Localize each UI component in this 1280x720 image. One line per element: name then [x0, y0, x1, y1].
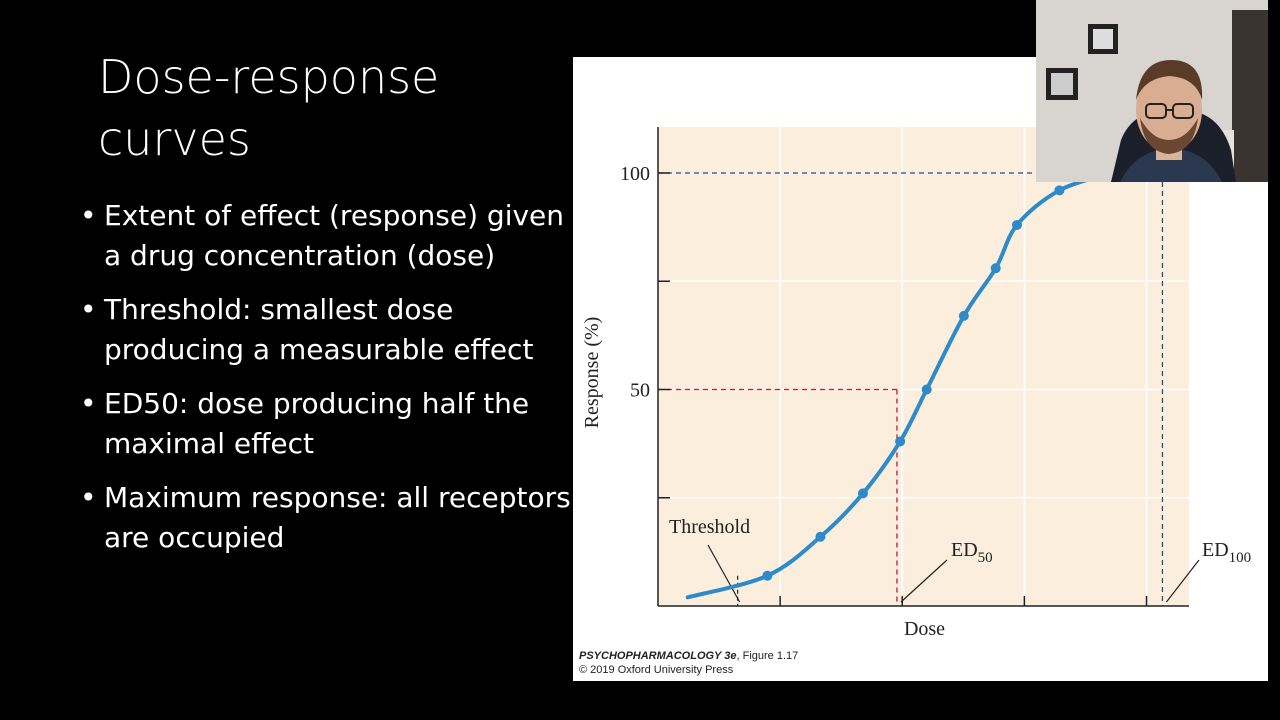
bullet-item: • ED50: dose producing half the maximal e…: [78, 384, 578, 464]
grid: [658, 127, 1189, 606]
bullet-text: ED50: dose producing half the maximal ef…: [104, 387, 530, 460]
shirt: [1120, 148, 1222, 182]
threshold-pointer: [707, 544, 741, 603]
credit-figure: , Figure 1.17: [736, 650, 799, 662]
data-point: [1054, 185, 1065, 196]
data-point: [815, 531, 826, 542]
hair: [1136, 60, 1203, 100]
bullet-dot-icon: •: [80, 387, 97, 420]
y-tick-label: 50: [630, 380, 650, 402]
poster: [1232, 10, 1268, 182]
data-point: [895, 436, 906, 447]
dose-response-chart: Response (%) Dose 100 50 Threshold ED50 …: [581, 127, 1251, 640]
bullet-text: Maximum response: all receptors are occu…: [104, 481, 571, 554]
ed50-sub: 50: [978, 550, 993, 566]
data-point: [958, 310, 969, 321]
webcam-feed: [1036, 0, 1268, 182]
data-point: [921, 384, 932, 395]
bullet-text: Extent of effect (response) given a drug…: [104, 199, 565, 272]
data-point: [990, 263, 1001, 274]
ed100-label: ED100: [1202, 539, 1251, 566]
data-point: [857, 488, 868, 499]
ed100-pointer: [1165, 559, 1200, 603]
bullet-dot-icon: •: [80, 293, 97, 326]
ed50-label: ED50: [951, 539, 993, 566]
y-axis-label: Response (%): [581, 317, 603, 429]
y-tick-label: 100: [620, 163, 650, 185]
ed50-pointer: [900, 559, 948, 603]
x-axis-label: Dose: [904, 618, 945, 640]
threshold-label: Threshold: [669, 516, 750, 538]
chart-labels: Response (%) Dose 100 50 Threshold ED50 …: [581, 163, 1251, 640]
data-point: [762, 570, 773, 581]
figure-credit: PSYCHOPHARMACOLOGY 3e, Figure 1.17 © 201…: [579, 649, 798, 677]
figure-credit-line: PSYCHOPHARMACOLOGY 3e, Figure 1.17: [579, 649, 798, 663]
bullet-dot-icon: •: [80, 199, 97, 232]
data-point: [1011, 219, 1022, 230]
bullet-text: Threshold: smallest dose producing a mea…: [104, 293, 534, 366]
bullet-item: • Extent of effect (response) given a dru…: [78, 196, 578, 276]
bullet-list: • Extent of effect (response) given a dru…: [78, 196, 578, 572]
ed100-main: ED: [1202, 539, 1229, 561]
bullet-item: • Threshold: smallest dose producing a me…: [78, 290, 578, 370]
axes: [657, 127, 1189, 607]
beard: [1140, 118, 1198, 154]
ed100-sub: 100: [1229, 550, 1252, 566]
ed50-main: ED: [951, 539, 978, 561]
credit-copyright: © 2019 Oxford University Press: [579, 664, 734, 676]
curve-group: [685, 171, 1115, 600]
plot-background: [658, 127, 1189, 606]
credit-book: PSYCHOPHARMACOLOGY 3e: [579, 650, 737, 662]
bullet-item: • Maximum response: all receptors are occ…: [78, 478, 578, 558]
bullet-dot-icon: •: [80, 481, 97, 514]
slide-title: Dose-response curves: [98, 50, 440, 166]
webcam-overlay: [1036, 0, 1268, 182]
